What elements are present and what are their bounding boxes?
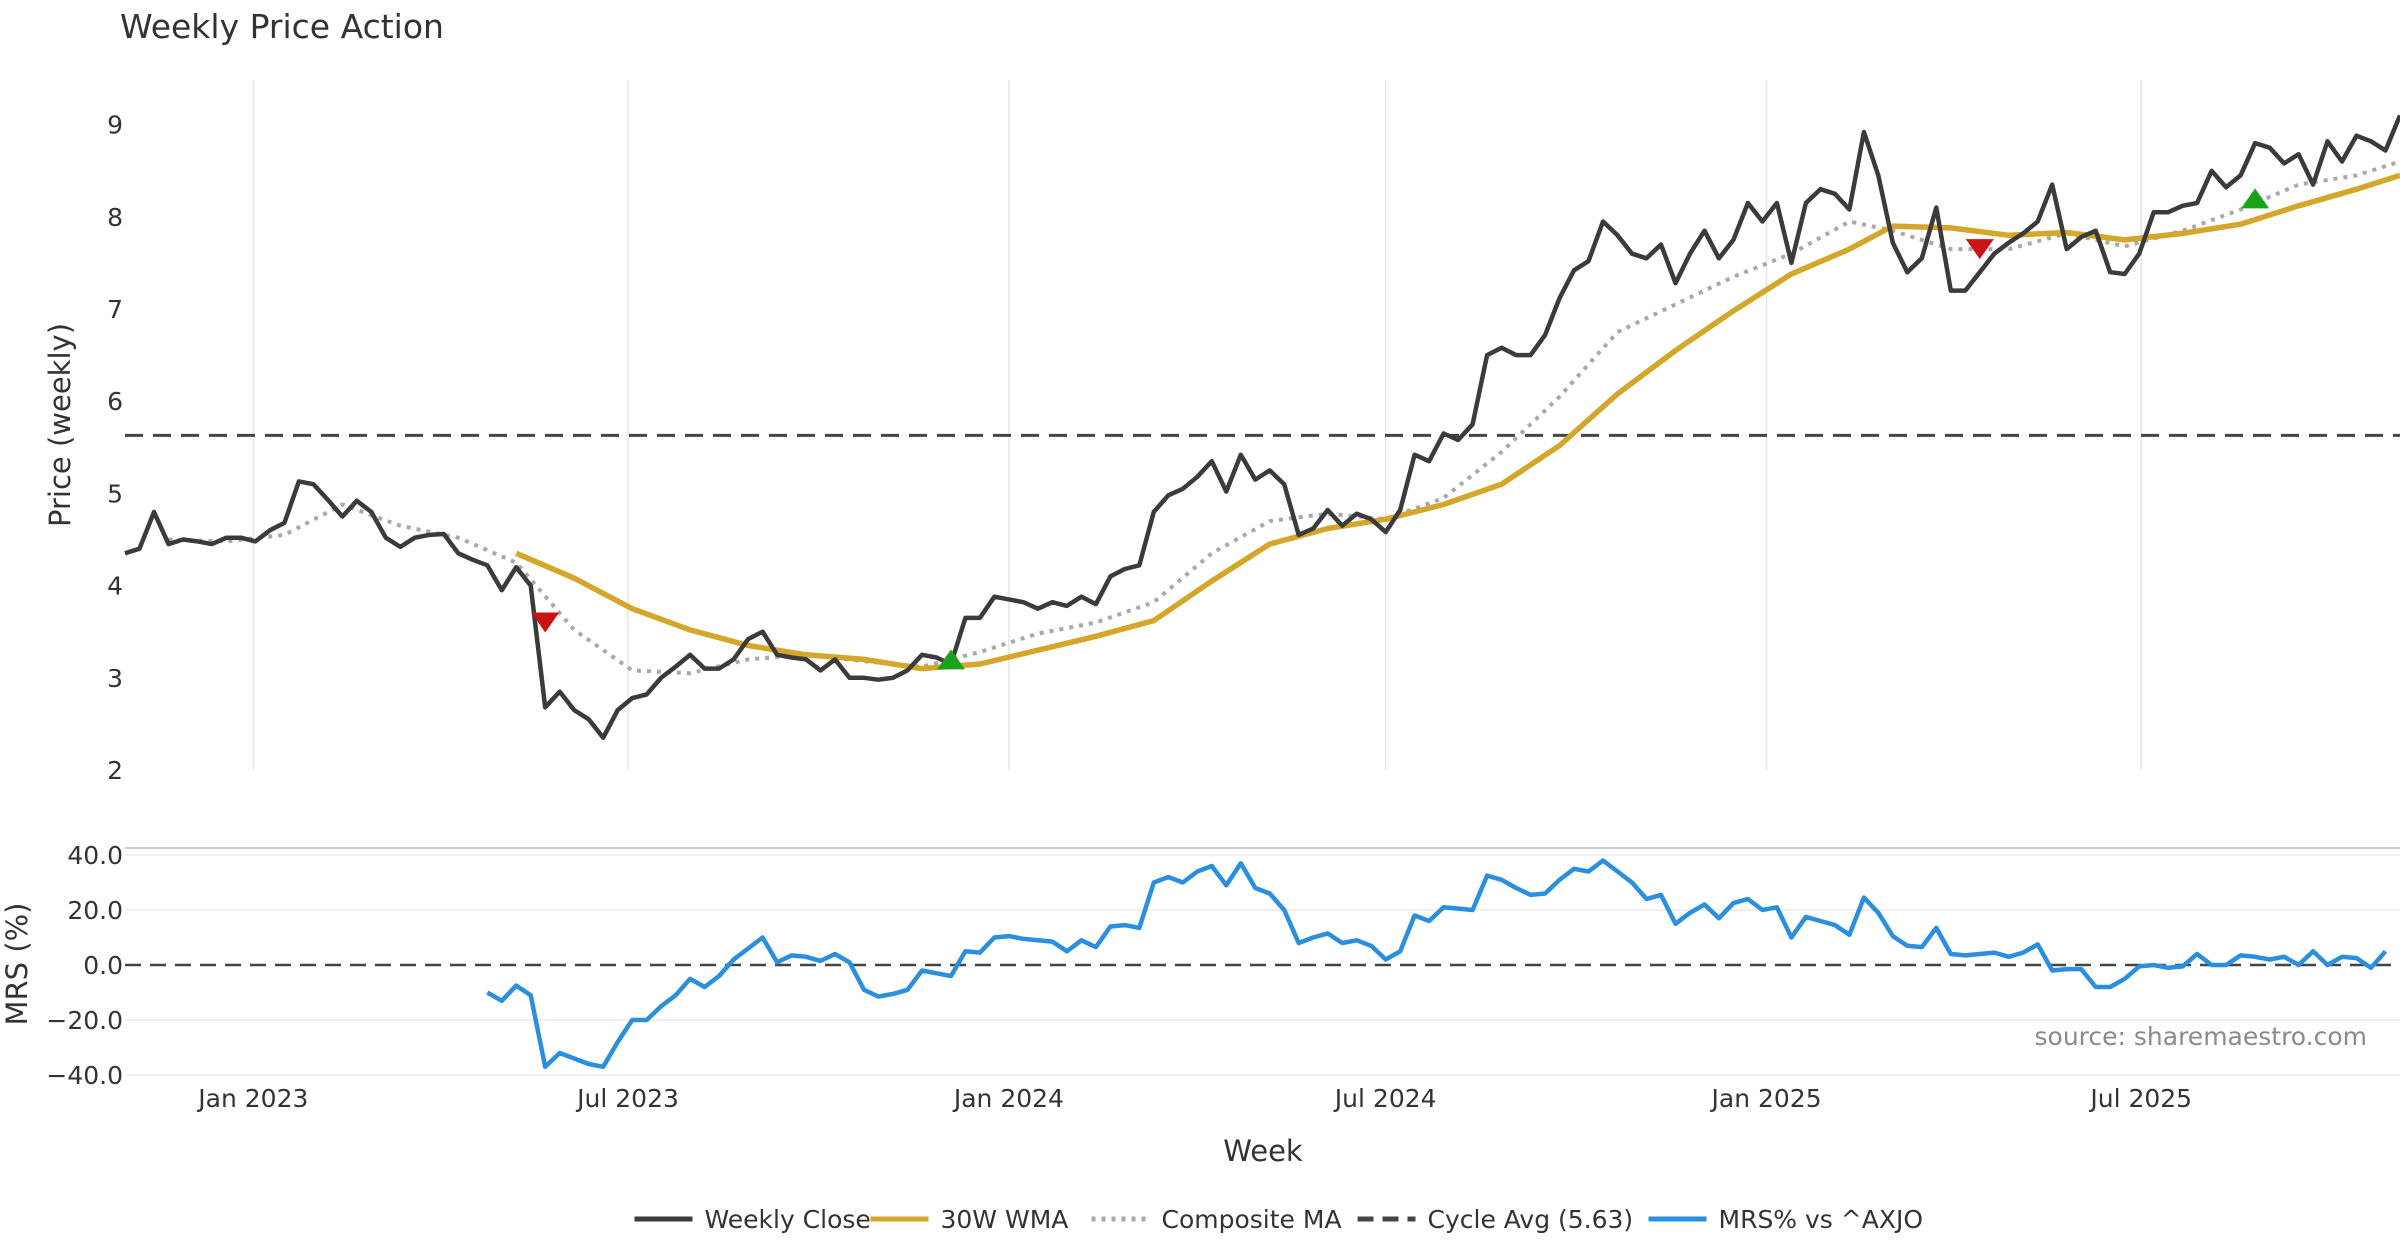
legend-label: 30W WMA <box>941 1205 1069 1234</box>
legend-entry: Composite MA <box>1091 1205 1342 1234</box>
composite-ma-line <box>168 159 2400 676</box>
price-y-tick: 2 <box>107 756 123 785</box>
mrs-line <box>486 858 2388 1070</box>
x-tick-label: Jan 2024 <box>952 1084 1064 1113</box>
price-y-tick-labels: 2 3 4 5 6 7 8 9 <box>107 111 123 785</box>
mrs-y-tick: 40.0 <box>67 841 123 870</box>
price-y-tick: 6 <box>107 387 123 416</box>
mrs-y-tick: −20.0 <box>46 1006 123 1035</box>
mrs-y-tick: 20.0 <box>67 896 123 925</box>
legend-entry: Cycle Avg (5.63) <box>1357 1205 1634 1234</box>
legend-label: MRS% vs ^AXJO <box>1719 1205 1924 1234</box>
price-panel: 2 3 4 5 6 7 8 9 Price (weekly) <box>43 80 2400 785</box>
mrs-y-tick: 0.0 <box>83 951 123 980</box>
sell-signal-marker <box>1965 239 1994 260</box>
price-y-tick: 5 <box>107 479 123 508</box>
x-axis-label: Week <box>1223 1134 1303 1168</box>
weekly-close-line <box>124 114 2400 740</box>
price-y-tick: 9 <box>107 111 123 140</box>
mrs-y-tick-labels: 40.0 20.0 0.0 −20.0 −40.0 <box>46 841 123 1090</box>
buy-signal-marker <box>936 649 965 670</box>
legend-label: Weekly Close <box>705 1205 871 1234</box>
sell-signal-marker <box>531 612 560 633</box>
buy-signal-marker <box>2241 188 2270 209</box>
legend-label: Cycle Avg (5.63) <box>1428 1205 1634 1234</box>
legend: Weekly Close 30W WMA Composite MA Cycle Avg… <box>634 1205 1924 1234</box>
mrs-panel: 40.0 20.0 0.0 −20.0 −40.0 MRS (%) source: sh… <box>0 841 2400 1090</box>
price-y-tick: 3 <box>107 664 123 693</box>
x-tick-label: Jan 2025 <box>1710 1084 1822 1113</box>
x-tick-label: Jul 2025 <box>2088 1084 2192 1113</box>
chart-title: Weekly Price Action <box>120 7 444 46</box>
legend-entry: 30W WMA <box>870 1205 1069 1234</box>
price-y-tick: 8 <box>107 203 123 232</box>
source-annotation: source: sharemaestro.com <box>2035 1022 2368 1051</box>
price-y-axis-label: Price (weekly) <box>43 323 77 527</box>
signal-markers <box>531 188 2270 670</box>
x-tick-labels: Jan 2023 Jul 2023 Jan 2024 Jul 2024 Jan 2025… <box>196 1084 2192 1113</box>
x-tick-label: Jul 2024 <box>1333 1084 1437 1113</box>
legend-entry: Weekly Close <box>634 1205 871 1234</box>
price-y-tick: 4 <box>107 572 123 601</box>
mrs-y-tick: −40.0 <box>46 1061 123 1090</box>
legend-label: Composite MA <box>1162 1205 1342 1234</box>
legend-entry: MRS% vs ^AXJO <box>1648 1205 1924 1234</box>
mrs-gridlines <box>125 854 2400 1076</box>
price-gridlines <box>252 80 2142 770</box>
wma-30w-line <box>515 172 2400 672</box>
x-tick-label: Jul 2023 <box>575 1084 679 1113</box>
x-tick-label: Jan 2023 <box>196 1084 308 1113</box>
mrs-y-axis-label: MRS (%) <box>0 903 34 1026</box>
price-y-tick: 7 <box>107 295 123 324</box>
